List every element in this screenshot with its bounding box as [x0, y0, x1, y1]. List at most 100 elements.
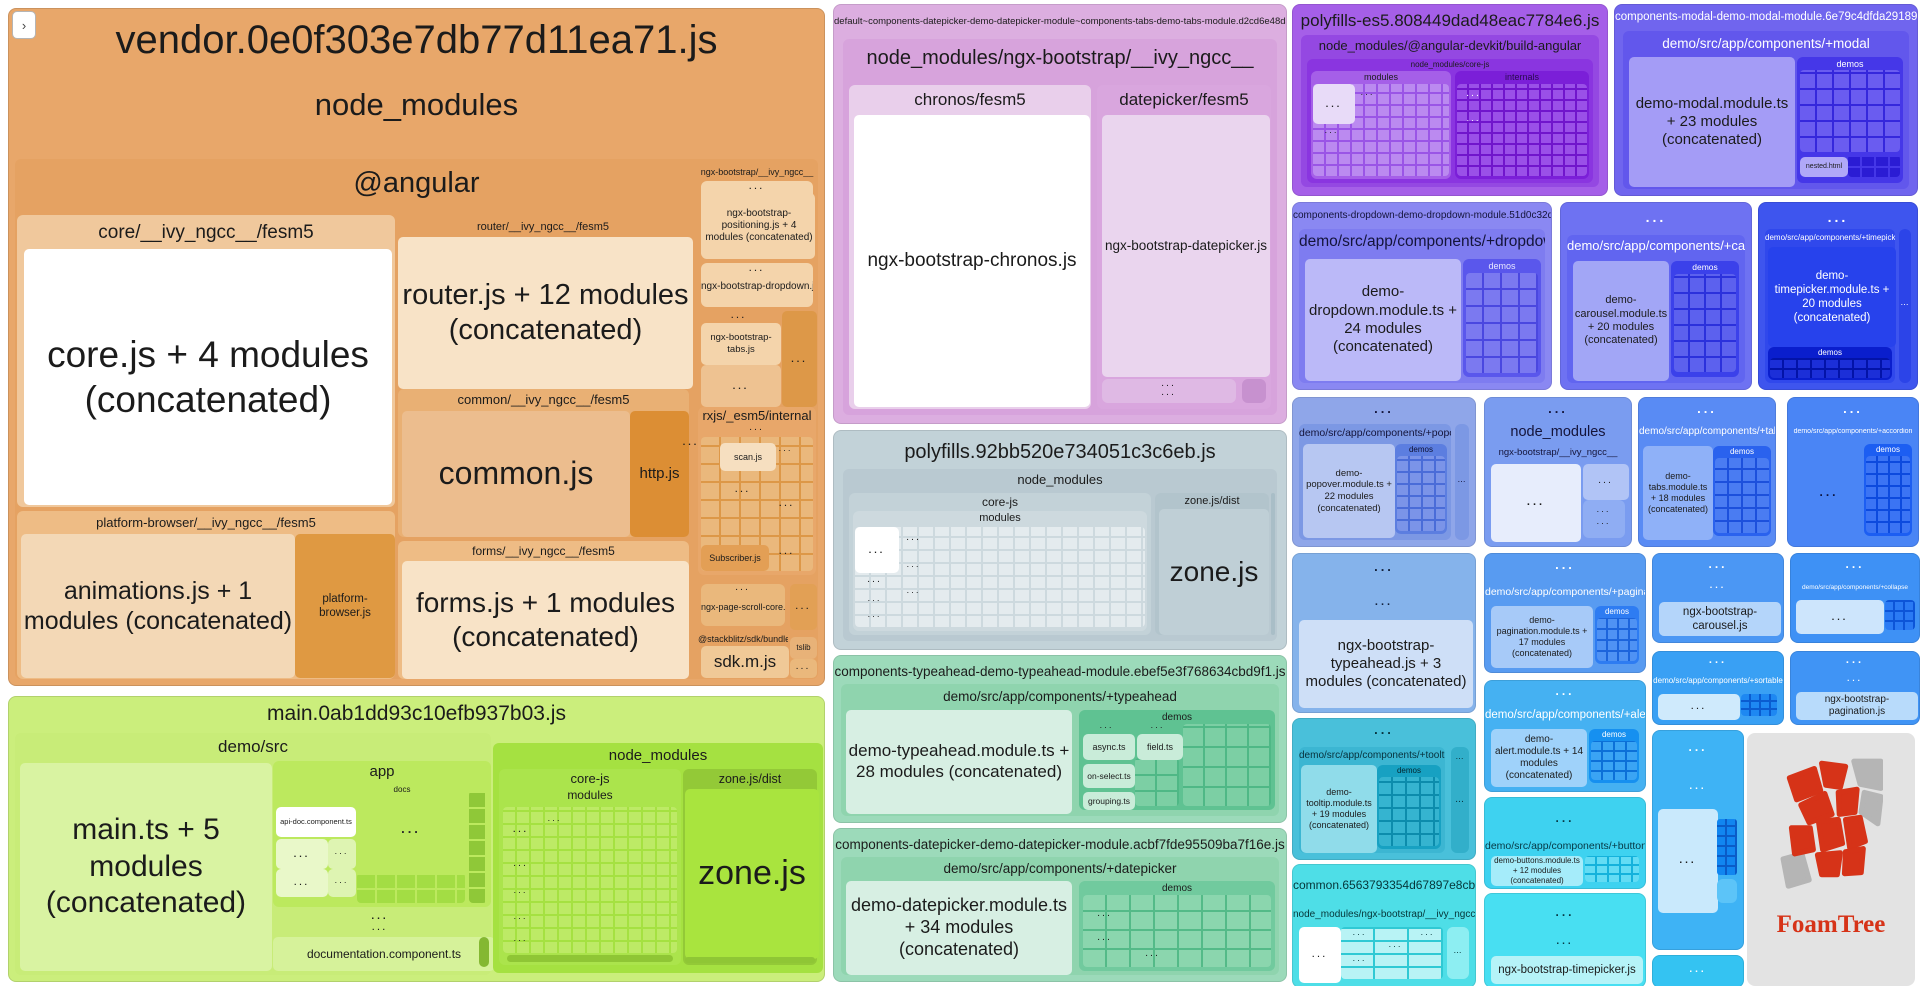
module-ngx-dropdown[interactable]: ... ngx-bootstrap-dropdown.js — [701, 263, 813, 307]
module-strip[interactable] — [507, 955, 673, 962]
es5-internals-grid[interactable] — [1457, 84, 1587, 176]
group-angular-core[interactable]: core/__ivy_ngcc__/fesm5 core.js + 4 modu… — [17, 215, 395, 507]
collapsed-sliver[interactable]: ... — [1455, 424, 1469, 540]
chunk-pagination[interactable]: ... demo/src/app/components/+pagination … — [1484, 553, 1646, 673]
group-app[interactable]: app docs api-doc.component.ts ... ... ..… — [273, 761, 491, 907]
chunk-timepicker[interactable]: ... demo/src/app/components/+timepicker … — [1758, 202, 1918, 390]
sidebar-toggle-button[interactable]: › — [12, 11, 36, 39]
group-polyfills-modules[interactable]: modules ... ... ... ... ... ... ... — [853, 511, 1147, 631]
chunk-collapse[interactable]: ... demo/src/app/components/+collapse ..… — [1790, 553, 1920, 643]
chunk-dropdown[interactable]: components-dropdown-demo-dropdown-module… — [1292, 202, 1552, 390]
group-popover-demos[interactable]: demos — [1395, 444, 1447, 534]
group-stackblitz[interactable]: @stackblitz/sdk/bundles sdk.m.js tslib .… — [698, 633, 817, 678]
module-strip[interactable] — [685, 957, 815, 963]
group-timepicker-demos[interactable]: demos — [1768, 347, 1892, 380]
group-ngx-node-modules[interactable]: ... node_modules ngx-bootstrap/__ivy_ngc… — [1484, 397, 1632, 547]
group-modal-path[interactable]: demo/src/app/components/+modal demo-moda… — [1623, 31, 1909, 189]
collapsed-module[interactable]: ... — [1491, 464, 1581, 542]
group-ngx-typeahead[interactable]: ... ... ngx-bootstrap-typeahead.js + 3 m… — [1292, 553, 1476, 713]
module-main-ts[interactable]: main.ts + 5 modules (concatenated) — [20, 763, 272, 971]
demos-grid[interactable] — [1674, 274, 1736, 372]
collapsed-sliver[interactable]: ... ... — [1451, 747, 1469, 853]
collapsed-module[interactable]: ... — [790, 584, 817, 630]
group-polyfills-core-js[interactable]: core-js modules ... ... ... ... ... ... … — [849, 493, 1151, 635]
module-http-js[interactable]: http.js — [630, 411, 689, 537]
module-tslib[interactable]: tslib — [790, 637, 817, 659]
group-timepicker-path[interactable]: demo/src/app/components/+timepicker demo… — [1765, 229, 1896, 383]
module-popover-main[interactable]: demo-popover.module.ts + 22 modules (con… — [1303, 444, 1395, 538]
chunk-common[interactable]: common.6563793354d67897e8cb.js node_modu… — [1292, 864, 1476, 986]
module-page-scroll[interactable]: ... ngx-page-scroll-core.js — [701, 584, 785, 626]
demos-grid[interactable] — [1866, 456, 1910, 533]
module-router-js[interactable]: router.js + 12 modules (concatenated) — [398, 237, 693, 389]
group-carousel-demos[interactable]: demos — [1671, 261, 1739, 377]
module-common-js[interactable]: common.js — [402, 411, 630, 537]
collapsed-module[interactable]: ... — [1299, 927, 1341, 983]
collapsed-module[interactable]: ... — [328, 839, 356, 869]
app-module-grid[interactable] — [469, 791, 487, 903]
module-typeahead-main[interactable]: demo-typeahead.module.ts + 28 modules (c… — [846, 710, 1072, 814]
collapsed-module[interactable]: ... — [790, 659, 817, 678]
group-datepicker-demos[interactable]: demos ... ... ... — [1079, 881, 1275, 971]
chunk-popover[interactable]: ... demo/src/app/components/+popover dem… — [1292, 397, 1476, 547]
group-pagination-demos[interactable]: demos — [1595, 606, 1639, 664]
group-rxjs[interactable]: rxjs/_esm5/internal ... scan.js Subscrib… — [698, 407, 816, 575]
module-field-ts[interactable]: field.ts — [1137, 734, 1183, 760]
collapsed-module[interactable] — [1242, 379, 1266, 403]
collapsed-module[interactable]: ... — [276, 839, 328, 869]
chunk-buttons[interactable]: ... demo/src/app/components/+buttons dem… — [1484, 797, 1646, 889]
chunk-tabs[interactable]: ... demo/src/app/components/+tabs demo-t… — [1638, 397, 1776, 547]
demos-grid[interactable] — [1770, 358, 1890, 378]
demos-grid[interactable] — [1597, 618, 1637, 661]
chunk-accordion[interactable]: ... demo/src/app/components/+accordion .… — [1787, 397, 1919, 547]
module-dropdown-main[interactable]: demo-dropdown.module.ts + 24 modules (co… — [1305, 259, 1461, 381]
group-dropdown-demos[interactable]: demos — [1463, 259, 1541, 377]
group-polyfills-nm[interactable]: node_modules core-js modules ... ... ...… — [843, 469, 1277, 641]
module-documentation[interactable]: documentation.component.ts — [273, 937, 495, 971]
module-animations-js[interactable]: animations.js + 1 modules (concatenated) — [21, 534, 295, 678]
module-zone-js[interactable]: zone.js — [685, 789, 819, 959]
collapsed-group-tall[interactable]: ... ... ... — [1652, 730, 1744, 950]
group-ngx-bootstrap-sliver[interactable]: ngx-bootstrap/__ivy_ngcc__ ... ngx-boots… — [698, 165, 817, 678]
module-ngx-positioning[interactable]: ... ngx-bootstrap-positioning.js + 4 mod… — [701, 181, 815, 259]
demos-grid[interactable] — [1717, 819, 1737, 875]
collapsed-module[interactable]: ... — [701, 365, 781, 407]
group-angular-platform-browser[interactable]: platform-browser/__ivy_ngcc__/fesm5 anim… — [17, 511, 395, 679]
group-modal-demos[interactable]: demos nested.html — [1797, 57, 1903, 183]
collapsed-module[interactable]: ... — [276, 869, 328, 897]
polyfills-module-grid[interactable] — [855, 527, 1145, 627]
module-modal-main[interactable]: demo-modal.module.ts + 23 modules (conca… — [1629, 57, 1795, 187]
collapsed-module[interactable]: ... — [1658, 694, 1740, 720]
collapsed-module[interactable]: ... — [1796, 600, 1884, 634]
demos-grid[interactable] — [1585, 856, 1639, 882]
small-module-bar[interactable] — [479, 937, 489, 967]
module-core-js[interactable]: core.js + 4 modules (concatenated) — [24, 249, 392, 505]
collapsed-module[interactable]: ... — [1658, 809, 1718, 913]
group-es5-core-js[interactable]: node_modules/core-js modules ... ... ...… — [1307, 59, 1593, 183]
demos-grid[interactable] — [1741, 694, 1777, 716]
module-alerts-main[interactable]: demo-alert.module.ts + 14 modules (conca… — [1491, 729, 1587, 787]
group-tooltip-demos[interactable]: demos — [1377, 765, 1441, 849]
chunk-carousel[interactable]: ... demo/src/app/components/+carousel de… — [1560, 202, 1752, 390]
collapsed-module[interactable]: ... — [1819, 484, 1839, 499]
collapsed-group-dots[interactable]: ... — [682, 437, 700, 447]
collapsed-module[interactable]: ... — [855, 527, 899, 573]
collapsed-module[interactable]: ... — [1313, 84, 1355, 124]
demos-grid[interactable] — [1135, 758, 1179, 806]
chunk-sortable[interactable]: ... demo/src/app/components/+sortable ..… — [1652, 651, 1784, 725]
module-async-ts[interactable]: async.ts — [1083, 734, 1135, 760]
group-carousel-path[interactable]: demo/src/app/components/+carousel demo-c… — [1567, 235, 1745, 383]
collapsed-sliver[interactable]: ... — [1899, 229, 1911, 383]
group-alerts-demos[interactable]: demos — [1589, 729, 1639, 783]
group-ngx-timepicker[interactable]: ... ... ngx-bootstrap-timepicker.js — [1484, 893, 1646, 986]
group-typeahead-demos[interactable]: demos async.ts field.ts on-select.ts gro… — [1079, 710, 1275, 810]
demos-grid[interactable] — [1591, 741, 1637, 780]
collapsed-module[interactable]: ... ... — [1583, 500, 1625, 538]
demos-grid[interactable] — [1885, 600, 1915, 630]
chunk-datepicker-tabs[interactable]: default~components-datepicker-demo-datep… — [833, 4, 1287, 424]
group-tabs-demos[interactable]: demos — [1713, 446, 1771, 536]
group-datepicker-fesm5[interactable]: datepicker/fesm5 ngx-bootstrap-datepicke… — [1097, 85, 1271, 409]
demos-grid[interactable] — [1848, 155, 1900, 177]
module-on-select-ts[interactable]: on-select.ts — [1083, 764, 1135, 788]
module-datepicker-main[interactable]: demo-datepicker.module.ts + 34 modules (… — [846, 881, 1072, 975]
